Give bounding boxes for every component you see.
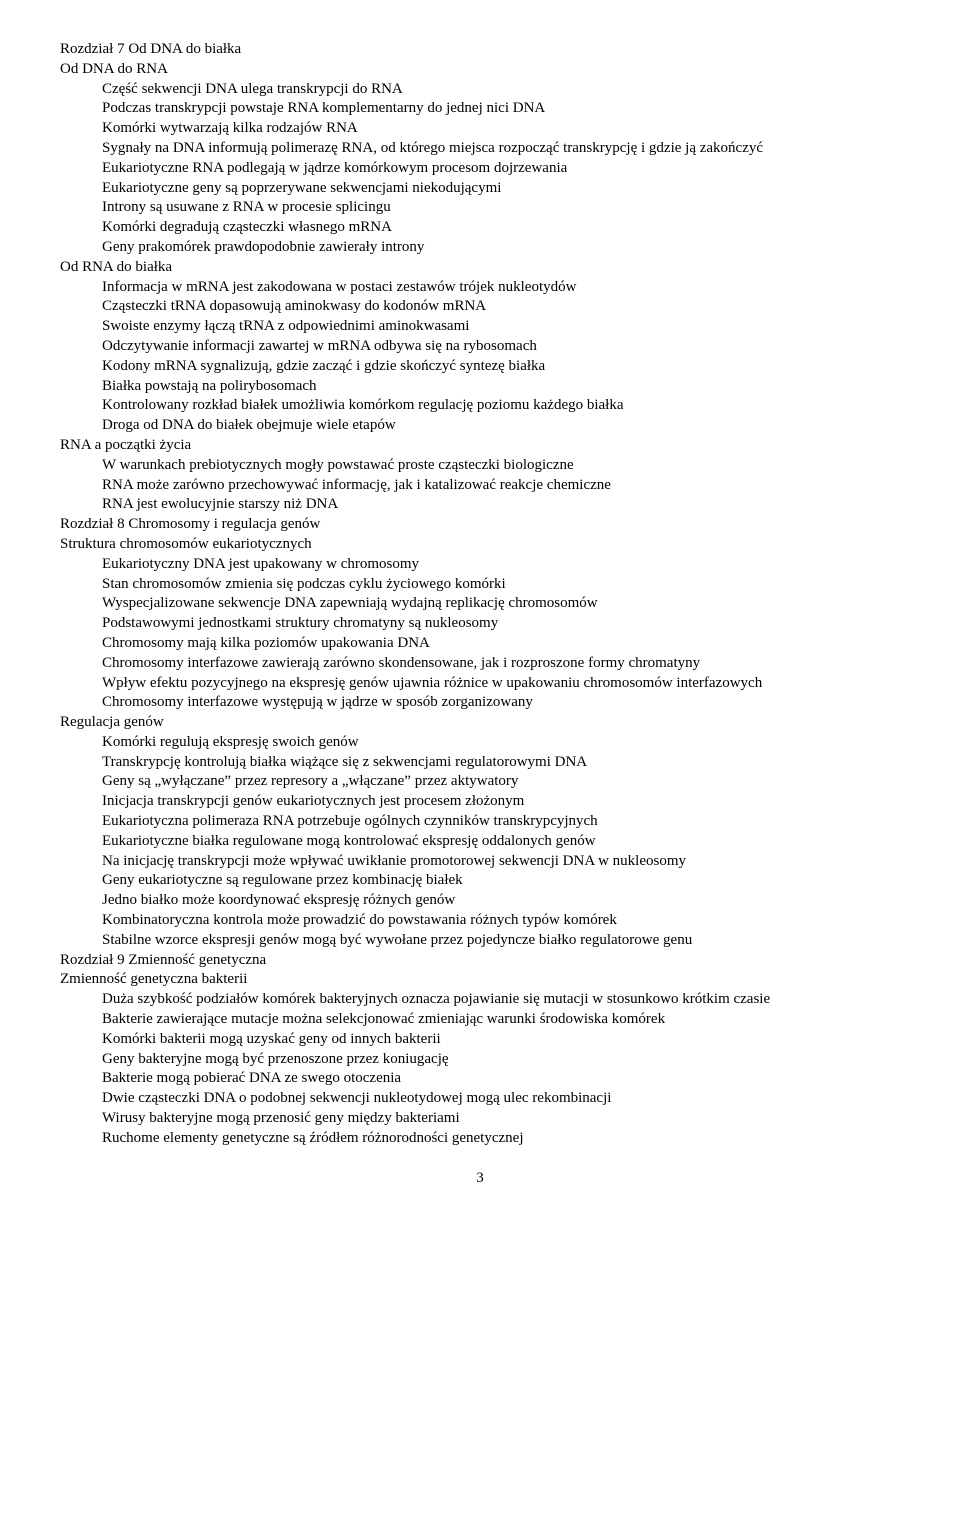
document-body: Rozdział 7 Od DNA do białkaOd DNA do RNA… — [60, 40, 900, 1149]
text-line: Dwie cząsteczki DNA o podobnej sekwencji… — [102, 1089, 900, 1109]
text-line: Duża szybkość podziałów komórek bakteryj… — [102, 990, 900, 1010]
text-line: Chromosomy mają kilka poziomów upakowani… — [102, 634, 900, 654]
text-line: Zmienność genetyczna bakterii — [60, 970, 900, 990]
text-line: Odczytywanie informacji zawartej w mRNA … — [102, 337, 900, 357]
text-line: Chromosomy interfazowe zawierają zarówno… — [102, 654, 900, 674]
text-line: Komórki bakterii mogą uzyskać geny od in… — [102, 1030, 900, 1050]
text-line: Stabilne wzorce ekspresji genów mogą być… — [102, 931, 900, 951]
text-line: Białka powstają na polirybosomach — [102, 377, 900, 397]
page-number: 3 — [60, 1169, 900, 1189]
text-line: Eukariotyczna polimeraza RNA potrzebuje … — [102, 812, 900, 832]
text-line: RNA jest ewolucyjnie starszy niż DNA — [102, 495, 900, 515]
text-line: Bakterie mogą pobierać DNA ze swego otoc… — [102, 1069, 900, 1089]
text-line: Na inicjację transkrypcji może wpływać u… — [102, 852, 900, 872]
text-line: Podstawowymi jednostkami struktury chrom… — [102, 614, 900, 634]
text-line: Cząsteczki tRNA dopasowują aminokwasy do… — [102, 297, 900, 317]
text-line: Stan chromosomów zmienia się podczas cyk… — [102, 575, 900, 595]
text-line: Eukariotyczne białka regulowane mogą kon… — [102, 832, 900, 852]
text-line: Ruchome elementy genetyczne są źródłem r… — [102, 1129, 900, 1149]
text-line: Od RNA do białka — [60, 258, 900, 278]
text-line: Struktura chromosomów eukariotycznych — [60, 535, 900, 555]
text-line: Jedno białko może koordynować ekspresję … — [102, 891, 900, 911]
text-line: Eukariotyczne geny są poprzerywane sekwe… — [102, 179, 900, 199]
text-line: Chromosomy interfazowe występują w jądrz… — [102, 693, 900, 713]
text-line: Od DNA do RNA — [60, 60, 900, 80]
text-line: Wpływ efektu pozycyjnego na ekspresję ge… — [102, 674, 900, 694]
text-line: Część sekwencji DNA ulega transkrypcji d… — [102, 80, 900, 100]
text-line: W warunkach prebiotycznych mogły powstaw… — [102, 456, 900, 476]
text-line: Wyspecjalizowane sekwencje DNA zapewniaj… — [102, 594, 900, 614]
text-line: Geny eukariotyczne są regulowane przez k… — [102, 871, 900, 891]
text-line: Introny są usuwane z RNA w procesie spli… — [102, 198, 900, 218]
text-line: Sygnały na DNA informują polimerazę RNA,… — [102, 139, 900, 159]
text-line: Bakterie zawierające mutacje można selek… — [102, 1010, 900, 1030]
text-line: Regulacja genów — [60, 713, 900, 733]
text-line: Eukariotyczny DNA jest upakowany w chrom… — [102, 555, 900, 575]
text-line: Inicjacja transkrypcji genów eukariotycz… — [102, 792, 900, 812]
text-line: Kontrolowany rozkład białek umożliwia ko… — [102, 396, 900, 416]
text-line: RNA może zarówno przechowywać informację… — [102, 476, 900, 496]
text-line: Rozdział 9 Zmienność genetyczna — [60, 951, 900, 971]
text-line: Rozdział 7 Od DNA do białka — [60, 40, 900, 60]
text-line: Informacja w mRNA jest zakodowana w post… — [102, 278, 900, 298]
text-line: Droga od DNA do białek obejmuje wiele et… — [102, 416, 900, 436]
text-line: Wirusy bakteryjne mogą przenosić geny mi… — [102, 1109, 900, 1129]
text-line: Swoiste enzymy łączą tRNA z odpowiednimi… — [102, 317, 900, 337]
text-line: Podczas transkrypcji powstaje RNA komple… — [102, 99, 900, 119]
text-line: Kodony mRNA sygnalizują, gdzie zacząć i … — [102, 357, 900, 377]
text-line: Komórki degradują cząsteczki własnego mR… — [102, 218, 900, 238]
text-line: Geny są „wyłączane” przez represory a „w… — [102, 772, 900, 792]
text-line: RNA a początki życia — [60, 436, 900, 456]
text-line: Rozdział 8 Chromosomy i regulacja genów — [60, 515, 900, 535]
text-line: Komórki wytwarzają kilka rodzajów RNA — [102, 119, 900, 139]
text-line: Komórki regulują ekspresję swoich genów — [102, 733, 900, 753]
text-line: Eukariotyczne RNA podlegają w jądrze kom… — [102, 159, 900, 179]
text-line: Geny bakteryjne mogą być przenoszone prz… — [102, 1050, 900, 1070]
text-line: Transkrypcję kontrolują białka wiążące s… — [102, 753, 900, 773]
text-line: Kombinatoryczna kontrola może prowadzić … — [102, 911, 900, 931]
text-line: Geny prakomórek prawdopodobnie zawierały… — [102, 238, 900, 258]
